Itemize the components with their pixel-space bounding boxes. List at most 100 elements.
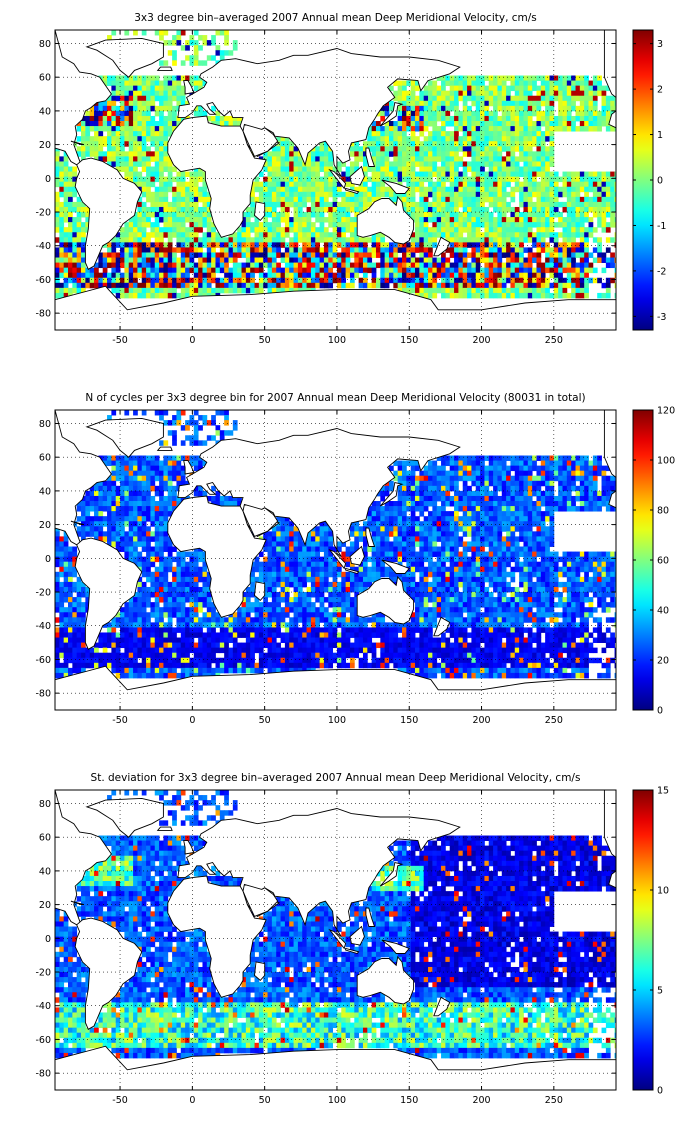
heatmap-cell (68, 217, 73, 223)
heatmap-cell (206, 217, 212, 223)
heatmap-cell (523, 232, 529, 238)
heatmap-cell (215, 50, 221, 56)
heatmap-cell (527, 181, 533, 188)
heatmap-cell (428, 247, 433, 253)
heatmap-cell (449, 196, 455, 203)
heatmap-cell (163, 222, 169, 228)
heatmap-cell (510, 272, 516, 279)
heatmap-cell (211, 227, 216, 233)
heatmap-cell (371, 267, 377, 274)
heatmap-cell (588, 232, 594, 238)
heatmap-cell (263, 227, 268, 233)
heatmap-cell (519, 166, 524, 172)
heatmap-cell (497, 196, 503, 203)
heatmap-cell (189, 181, 195, 188)
heatmap-cell (276, 146, 281, 152)
heatmap-cell (215, 232, 221, 238)
heatmap-cell (185, 272, 190, 279)
heatmap-cell (115, 475, 121, 482)
heatmap-cell (545, 277, 550, 284)
heatmap-cell (167, 181, 173, 188)
heatmap-cell (566, 212, 572, 218)
heatmap-cell (467, 105, 472, 112)
heatmap-cell (592, 171, 598, 178)
heatmap-cell (571, 232, 576, 238)
heatmap-cell (605, 110, 611, 117)
heatmap-cell (419, 252, 425, 258)
heatmap-cell (154, 156, 160, 162)
heatmap-cell (471, 252, 477, 258)
heatmap-cell (341, 277, 347, 284)
heatmap-cell (423, 217, 429, 223)
heatmap-cell (159, 541, 164, 547)
heatmap-cell (102, 480, 108, 487)
heatmap-cell (415, 85, 420, 92)
heatmap-cell (510, 75, 516, 81)
heatmap-cell (436, 171, 442, 178)
heatmap-cell (419, 161, 425, 167)
heatmap-cell (258, 247, 264, 253)
heatmap-cell (120, 460, 125, 467)
heatmap-cell (428, 166, 433, 172)
heatmap-cell (445, 176, 451, 183)
heatmap-cell (475, 105, 481, 112)
heatmap-cell (389, 262, 394, 269)
heatmap-cell (150, 176, 156, 183)
heatmap-cell (597, 292, 602, 299)
heatmap-cell (280, 151, 286, 157)
heatmap-cell (497, 277, 503, 284)
heatmap-cell (532, 80, 537, 87)
heatmap-cell (389, 161, 394, 167)
heatmap-cell (423, 186, 429, 193)
heatmap-cell (458, 115, 464, 122)
heatmap-cell (506, 176, 511, 183)
heatmap-cell (141, 186, 147, 193)
heatmap-cell (345, 166, 351, 172)
heatmap-cell (98, 536, 104, 542)
heatmap-cell (98, 272, 104, 279)
heatmap-cell (349, 272, 355, 279)
heatmap-cell (358, 146, 364, 152)
heatmap-cell (85, 647, 91, 654)
heatmap-cell (471, 232, 477, 238)
heatmap-cell (341, 242, 347, 248)
heatmap-cell (163, 556, 169, 563)
heatmap-cell (55, 597, 60, 603)
heatmap-cell (454, 80, 459, 87)
heatmap-cell (514, 282, 520, 289)
heatmap-cell (462, 191, 468, 198)
heatmap-cell (267, 267, 273, 274)
heatmap-cell (375, 186, 381, 193)
heatmap-cell (510, 277, 516, 284)
heatmap-cell (133, 657, 138, 664)
heatmap-cell (146, 95, 151, 102)
heatmap-cell (510, 105, 516, 112)
heatmap-cell (441, 115, 446, 122)
heatmap-cell (458, 262, 464, 269)
heatmap-cell (284, 222, 290, 228)
heatmap-cell (449, 277, 455, 284)
heatmap-cell (506, 252, 511, 258)
heatmap-cell (601, 100, 607, 107)
heatmap-cell (232, 282, 238, 289)
heatmap-cell (55, 257, 60, 263)
heatmap-cell (102, 460, 108, 467)
heatmap-cell (449, 287, 455, 294)
heatmap-cell (180, 237, 186, 243)
heatmap-cell (85, 277, 91, 284)
heatmap-cell (389, 191, 394, 198)
heatmap-cell (284, 156, 290, 162)
heatmap-cell (163, 121, 169, 127)
heatmap-cell (146, 262, 151, 269)
heatmap-cell (137, 541, 143, 547)
heatmap-cell (514, 257, 520, 263)
heatmap-cell (445, 161, 451, 167)
heatmap-cell (193, 201, 199, 208)
heatmap-cell (63, 181, 69, 188)
heatmap-cell (549, 262, 555, 269)
heatmap-cell (280, 252, 286, 258)
heatmap-cell (280, 146, 286, 152)
heatmap-cell (484, 196, 490, 203)
heatmap-cell (419, 292, 425, 299)
heatmap-cell (63, 566, 69, 573)
